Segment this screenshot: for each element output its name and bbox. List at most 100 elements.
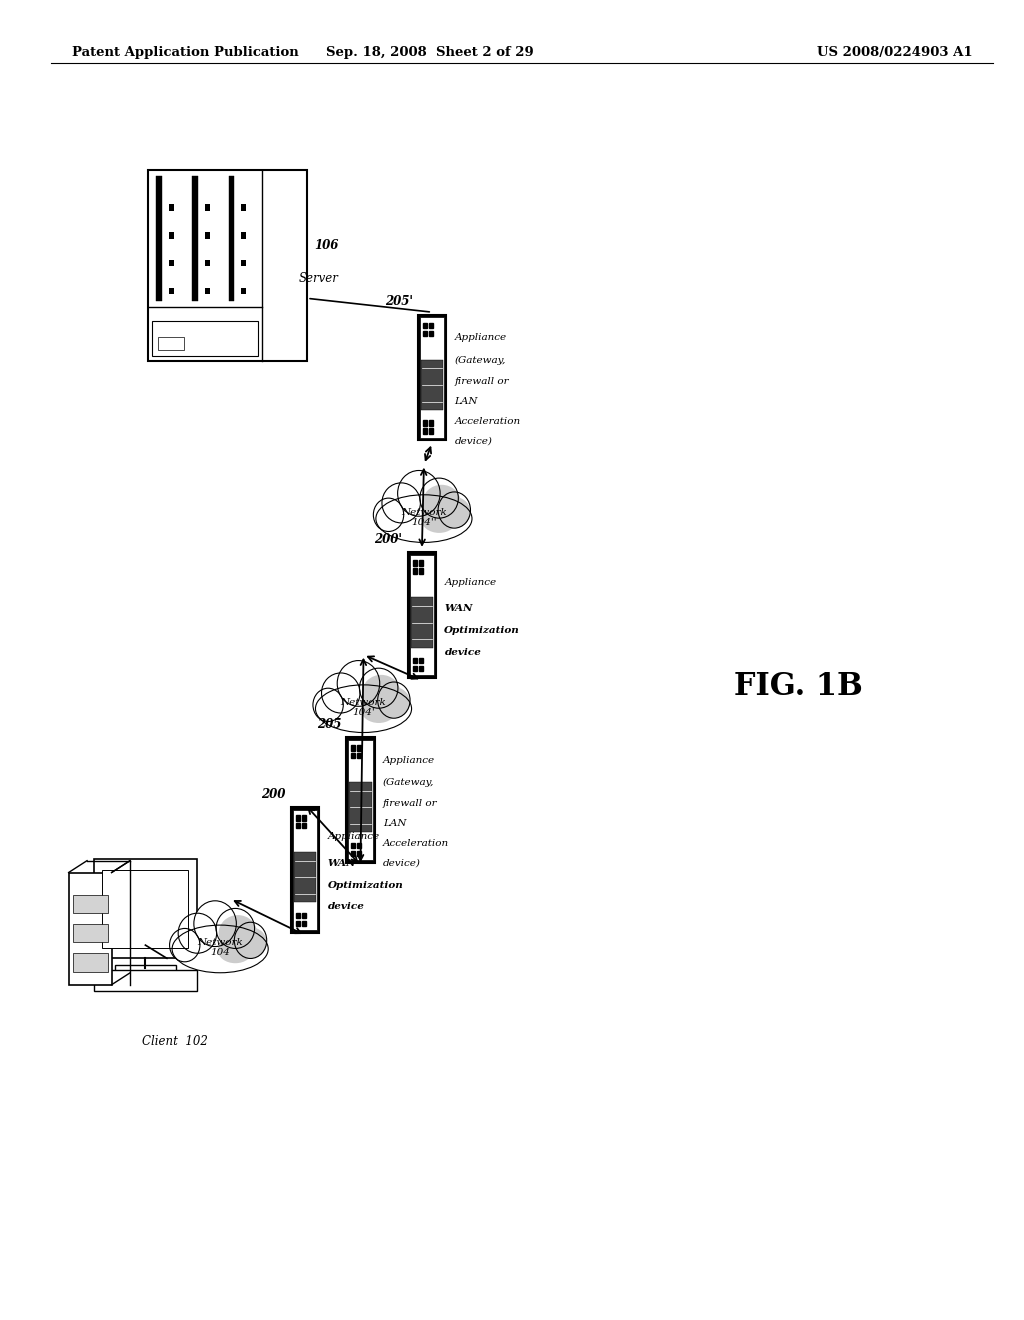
Bar xyxy=(94,970,197,991)
Bar xyxy=(169,288,174,294)
Bar xyxy=(423,323,427,329)
Ellipse shape xyxy=(423,484,461,521)
Bar xyxy=(413,657,417,663)
Bar xyxy=(357,746,361,751)
Text: Network
104': Network 104' xyxy=(341,698,386,717)
Bar xyxy=(302,824,306,829)
Bar xyxy=(205,205,210,211)
Bar xyxy=(94,859,197,958)
Bar xyxy=(73,924,108,942)
Bar xyxy=(429,420,433,425)
Bar xyxy=(429,428,433,433)
Bar xyxy=(296,913,300,919)
Text: LAN: LAN xyxy=(455,397,478,405)
Bar xyxy=(302,816,306,821)
Bar xyxy=(148,169,307,360)
Bar xyxy=(157,177,162,301)
Ellipse shape xyxy=(361,697,396,723)
Text: firewall or: firewall or xyxy=(455,378,509,385)
Text: FIG. 1B: FIG. 1B xyxy=(734,671,863,702)
Text: Appliance: Appliance xyxy=(328,833,380,841)
Bar xyxy=(302,913,306,919)
Text: 200': 200' xyxy=(375,533,402,546)
Text: Server: Server xyxy=(299,272,339,285)
Bar xyxy=(419,665,423,671)
Text: US 2008/0224903 A1: US 2008/0224903 A1 xyxy=(817,46,973,59)
Text: Optimization: Optimization xyxy=(444,627,520,635)
Bar xyxy=(296,824,300,829)
Text: Client  102: Client 102 xyxy=(142,1035,208,1048)
Text: Network
104'': Network 104'' xyxy=(401,508,446,527)
Ellipse shape xyxy=(420,478,459,519)
Ellipse shape xyxy=(440,498,470,528)
Bar xyxy=(420,318,444,438)
Bar xyxy=(421,360,443,411)
Text: Appliance: Appliance xyxy=(383,756,435,764)
Ellipse shape xyxy=(438,492,470,528)
Bar xyxy=(357,850,361,855)
Text: device: device xyxy=(328,903,365,911)
Bar xyxy=(413,569,417,574)
Text: device: device xyxy=(444,648,481,656)
Bar xyxy=(413,665,417,671)
Bar xyxy=(423,420,427,425)
Text: device): device) xyxy=(455,437,493,445)
Ellipse shape xyxy=(359,668,398,709)
Ellipse shape xyxy=(315,685,412,733)
Bar xyxy=(418,315,446,441)
Bar xyxy=(193,177,198,301)
Text: 205': 205' xyxy=(385,296,413,309)
Bar xyxy=(419,657,423,663)
Ellipse shape xyxy=(382,483,421,523)
Bar xyxy=(408,552,436,678)
Ellipse shape xyxy=(337,660,380,706)
Bar xyxy=(242,205,247,211)
Bar xyxy=(159,337,184,350)
Text: (Gateway,: (Gateway, xyxy=(455,356,506,364)
Ellipse shape xyxy=(378,682,410,718)
Bar xyxy=(228,177,233,301)
Ellipse shape xyxy=(218,937,253,964)
Text: device): device) xyxy=(383,859,421,867)
Bar xyxy=(423,331,427,337)
Bar xyxy=(296,816,300,821)
Text: WAN: WAN xyxy=(328,859,356,867)
Bar xyxy=(242,260,247,267)
Text: WAN: WAN xyxy=(444,605,473,612)
Ellipse shape xyxy=(374,498,403,532)
Text: Acceleration: Acceleration xyxy=(383,840,450,847)
Bar xyxy=(293,809,317,929)
Bar xyxy=(419,569,423,574)
Text: 200: 200 xyxy=(261,788,286,800)
Text: Patent Application Publication: Patent Application Publication xyxy=(72,46,298,59)
Bar xyxy=(205,232,210,239)
Text: Sep. 18, 2008  Sheet 2 of 29: Sep. 18, 2008 Sheet 2 of 29 xyxy=(327,46,534,59)
Ellipse shape xyxy=(234,923,266,958)
Ellipse shape xyxy=(219,915,257,952)
Ellipse shape xyxy=(178,913,217,953)
Bar xyxy=(291,807,319,932)
Text: Acceleration: Acceleration xyxy=(455,417,521,425)
Bar xyxy=(69,873,112,985)
Bar xyxy=(413,561,417,566)
Ellipse shape xyxy=(313,688,343,722)
Bar xyxy=(410,554,434,675)
Bar xyxy=(153,321,258,355)
Text: LAN: LAN xyxy=(383,820,407,828)
Ellipse shape xyxy=(194,900,237,946)
Ellipse shape xyxy=(362,675,400,711)
Bar xyxy=(205,288,210,294)
Bar xyxy=(242,232,247,239)
Ellipse shape xyxy=(380,688,410,718)
Bar xyxy=(115,965,176,975)
Text: Optimization: Optimization xyxy=(328,882,403,890)
Ellipse shape xyxy=(170,928,200,962)
Ellipse shape xyxy=(422,507,457,533)
Bar xyxy=(423,428,427,433)
Bar xyxy=(169,205,174,211)
Text: 106: 106 xyxy=(314,239,339,252)
Text: (Gateway,: (Gateway, xyxy=(383,779,434,787)
Ellipse shape xyxy=(397,470,440,516)
Bar xyxy=(296,921,300,927)
Bar xyxy=(73,895,108,913)
